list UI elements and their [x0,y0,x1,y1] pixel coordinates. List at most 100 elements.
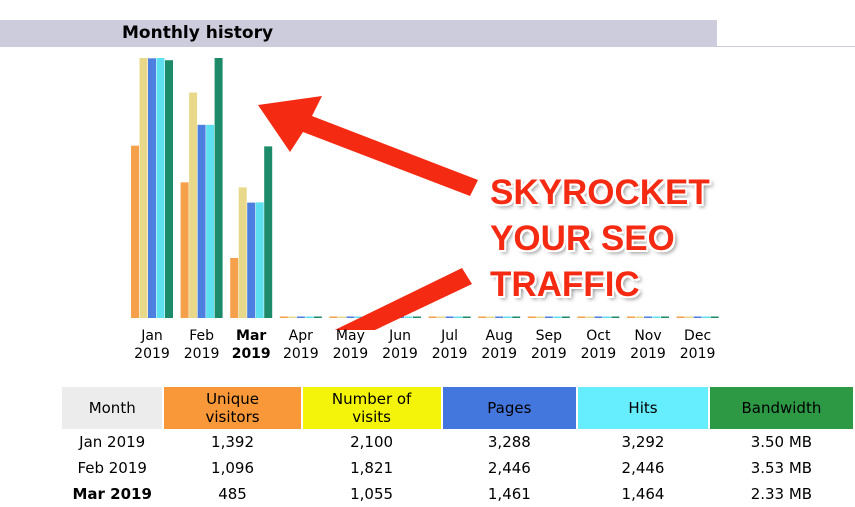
bar-bandwidth [462,316,471,318]
bar-unique-visitors [527,316,536,318]
column-header: Unique visitors [164,387,301,429]
bar-hits [255,202,264,318]
bar-unique-visitors [577,316,586,318]
bar-pages [495,316,504,318]
bar-number-of-visits [536,316,545,318]
bar-bandwidth [214,58,223,318]
table-cell: 1,055 [350,485,394,503]
bar-number-of-visits [685,316,694,318]
month-label: Jun 2019 [382,328,418,362]
table-cell: 3.50 MB [750,433,813,451]
month-label: Jul 2019 [431,328,468,362]
bar-bandwidth [710,316,719,318]
bar-pages [644,316,652,318]
table-cell: 1,096 [211,459,254,477]
bar-unique-visitors [478,316,487,318]
table-cell: 1,821 [350,459,394,477]
bar-pages [594,316,603,318]
table-cell: 485 [218,485,247,503]
bar-unique-visitors [627,316,635,318]
bar-number-of-visits [238,187,247,318]
bar-number-of-visits [189,92,198,319]
table-cell: 1,461 [487,485,531,503]
bar-pages [346,316,355,318]
arrow-top [258,96,478,196]
bar-number-of-visits [139,58,148,318]
column-header: Month [62,387,163,429]
month-label: Jan 2019 [134,328,170,362]
bar-pages [247,202,256,318]
bar-bandwidth [611,316,620,318]
table-cell: 3.53 MB [750,459,813,477]
bar-bandwidth [165,60,173,319]
column-header: Bandwidth [709,387,853,429]
month-label: Dec 2019 [679,328,716,362]
bar-pages [544,316,553,318]
table-cell: Jan 2019 [79,433,146,451]
table-row: Mar 2019 485 1,055 1,461 1,464 2.33 MB [62,481,853,507]
table-cell: 2.33 MB [750,485,813,503]
monthly-history-chart [131,58,719,330]
bar-hits [305,316,314,318]
bar-pages [296,316,305,318]
bar-unique-visitors [676,316,685,318]
table-cell: 2,446 [487,459,531,477]
bar-bandwidth [264,146,273,318]
table-cell: 2,100 [350,433,394,451]
table-cell: Feb 2019 [77,459,147,477]
table-row: Feb 2019 1,096 1,821 2,446 2,446 3.53 MB [62,455,853,481]
bar-bandwidth [661,316,669,318]
month-label: May 2019 [332,328,369,362]
month-label: Feb 2019 [183,328,220,362]
month-label: Nov 2019 [630,328,666,362]
month-label: Sep 2019 [530,328,567,362]
bar-pages [197,124,206,318]
bar-number-of-visits [635,316,644,318]
bar-number-of-visits [337,316,346,318]
table-cell: 1,392 [211,433,254,451]
bar-bandwidth [512,316,521,318]
bar-number-of-visits [288,316,297,318]
month-label: Aug 2019 [481,328,517,362]
month-label: Oct 2019 [580,328,617,362]
bar-unique-visitors [131,145,139,318]
bar-unique-visitors [279,316,288,318]
column-header: Number of visits [302,387,441,429]
bar-hits [503,316,512,318]
month-label: Apr 2019 [282,328,319,362]
bar-hits [454,316,463,318]
header-divider [717,46,855,47]
bar-unique-visitors [428,316,437,318]
bar-hits [206,124,215,318]
column-header: Pages [442,387,577,429]
bar-bandwidth [413,316,421,318]
table-cell: 3,292 [621,433,665,451]
annotation-line: YOUR SEO [490,219,675,258]
annotation-line: TRAFFIC [490,265,640,304]
bar-unique-visitors [230,257,239,318]
section-header-bar [0,20,717,47]
bar-hits [553,316,562,318]
column-header: Hits [578,387,708,429]
bar-number-of-visits [585,316,594,318]
bar-bandwidth [313,316,322,318]
bar-pages [445,316,454,318]
section-title: Monthly history [122,23,274,43]
bar-hits [354,316,363,318]
bar-number-of-visits [486,316,495,318]
arrow-bottom [290,268,472,330]
bar-unique-visitors [180,182,189,318]
bar-pages [693,316,702,318]
table-cell: 1,464 [621,485,665,503]
bar-hits [652,316,661,318]
bar-pages [148,58,156,318]
month-label: Mar 2019 [231,328,271,362]
bar-hits [602,316,611,318]
bar-hits [156,58,165,318]
table-row: Jan 2019 1,392 2,100 3,288 3,292 3.50 MB [62,429,853,455]
table-cell: 2,446 [621,459,665,477]
annotation-line: SKYROCKET [490,173,710,212]
bar-hits [404,316,413,318]
bar-bandwidth [561,316,570,318]
bar-hits [702,316,711,318]
